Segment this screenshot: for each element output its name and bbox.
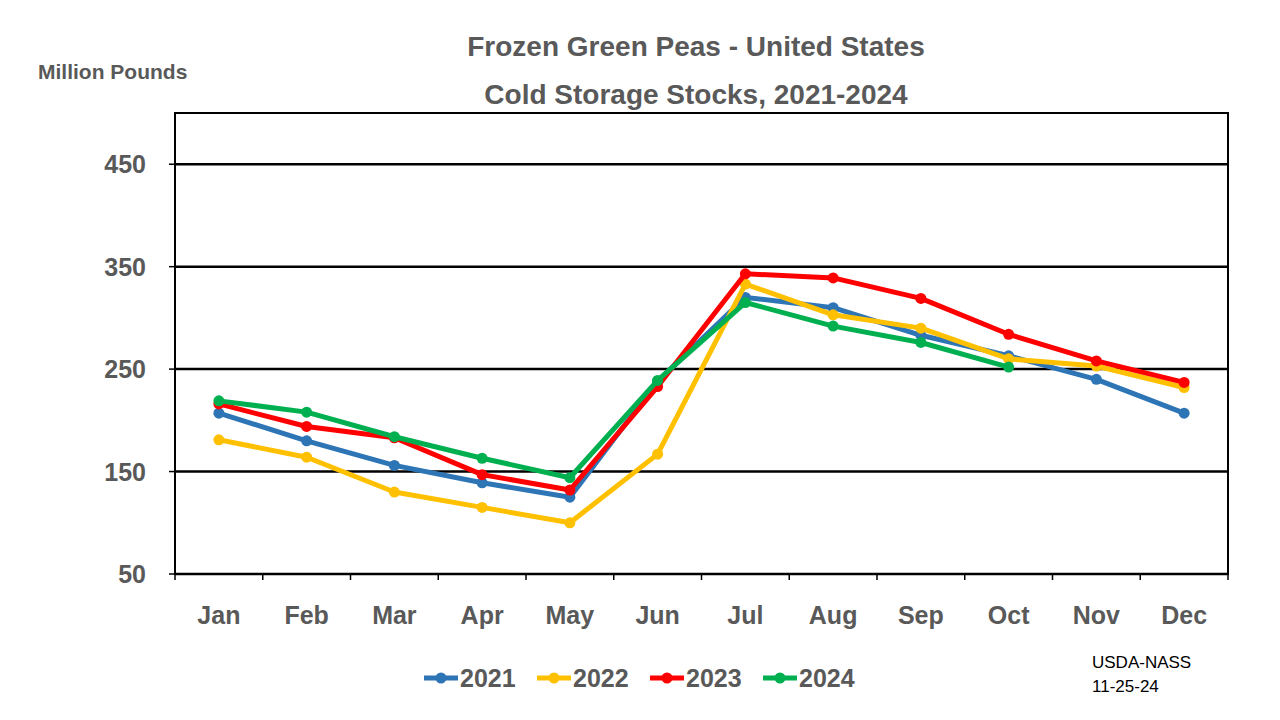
x-tick-label: Jan	[197, 601, 240, 629]
x-tick	[701, 574, 703, 580]
data-point	[389, 431, 400, 442]
series-line	[219, 303, 1009, 478]
data-point	[1091, 355, 1102, 366]
data-point	[301, 452, 312, 463]
x-tick	[789, 574, 791, 580]
x-tick-label: May	[546, 601, 595, 629]
data-point	[389, 487, 400, 498]
data-point	[213, 434, 224, 445]
grid-line	[175, 265, 1228, 268]
x-tick-label: Aug	[809, 601, 858, 629]
plot-area	[213, 268, 1189, 528]
y-tick-label: 250	[104, 355, 146, 383]
x-tick-label: Sep	[898, 601, 944, 629]
data-point	[564, 517, 575, 528]
data-point	[301, 421, 312, 432]
x-tick	[1052, 574, 1054, 580]
data-point	[652, 449, 663, 460]
x-tick	[525, 574, 527, 580]
x-tick-label: Feb	[284, 601, 328, 629]
legend-label: 2024	[799, 664, 855, 692]
data-point	[477, 502, 488, 513]
data-point	[301, 407, 312, 418]
plot-frame	[175, 113, 1228, 574]
data-point	[652, 375, 663, 386]
subtitle: Cold Storage Stocks, 2021-2024	[484, 79, 908, 110]
y-tick-label: 50	[118, 560, 146, 588]
data-point	[828, 309, 839, 320]
series-line	[219, 274, 1184, 490]
data-point	[301, 435, 312, 446]
data-point	[915, 293, 926, 304]
annotation: USDA-NASS	[1092, 653, 1191, 672]
legend-label: 2022	[573, 664, 629, 692]
data-point	[1003, 329, 1014, 340]
x-tick	[350, 574, 352, 580]
y-tick-label: 450	[104, 150, 146, 178]
data-point	[1091, 374, 1102, 385]
annotation: 11-25-24	[1092, 677, 1159, 696]
x-tick	[613, 574, 615, 580]
series-line	[219, 284, 1184, 523]
data-point	[564, 484, 575, 495]
chart: Frozen Green Peas - United States Cold St…	[0, 0, 1280, 720]
data-point	[564, 472, 575, 483]
x-tick-label: Dec	[1161, 601, 1207, 629]
x-tick-label: Mar	[372, 601, 417, 629]
data-point	[389, 460, 400, 471]
data-point	[828, 272, 839, 283]
x-tick	[174, 574, 176, 580]
x-tick	[964, 574, 966, 580]
data-point	[477, 469, 488, 480]
legend-label: 2021	[460, 664, 516, 692]
data-point	[740, 268, 751, 279]
data-point	[915, 337, 926, 348]
data-point	[740, 297, 751, 308]
grid-line	[175, 470, 1228, 473]
data-point	[1179, 377, 1190, 388]
legend-marker	[662, 673, 673, 684]
legend-marker	[436, 673, 447, 684]
y-tick-label: 150	[104, 458, 146, 486]
legend-marker	[549, 673, 560, 684]
x-tick	[1227, 574, 1229, 580]
x-tick-label: Nov	[1073, 601, 1120, 629]
y-tick-label: 350	[104, 253, 146, 281]
x-tick	[1140, 574, 1142, 580]
x-tick	[876, 574, 878, 580]
data-point	[915, 323, 926, 334]
legend-label: 2023	[686, 664, 742, 692]
data-point	[213, 395, 224, 406]
data-point	[1179, 408, 1190, 419]
x-tick	[438, 574, 440, 580]
x-tick-label: Jun	[635, 601, 679, 629]
data-point	[1003, 362, 1014, 373]
x-tick-label: Jul	[727, 601, 763, 629]
x-tick-label: Oct	[988, 601, 1030, 629]
legend-marker	[775, 673, 786, 684]
grid-line	[175, 163, 1228, 166]
title: Frozen Green Peas - United States	[467, 31, 924, 62]
x-tick	[262, 574, 264, 580]
data-point	[477, 453, 488, 464]
data-point	[828, 321, 839, 332]
y-axis-label: Million Pounds	[38, 60, 187, 83]
x-tick-label: Apr	[461, 601, 504, 629]
